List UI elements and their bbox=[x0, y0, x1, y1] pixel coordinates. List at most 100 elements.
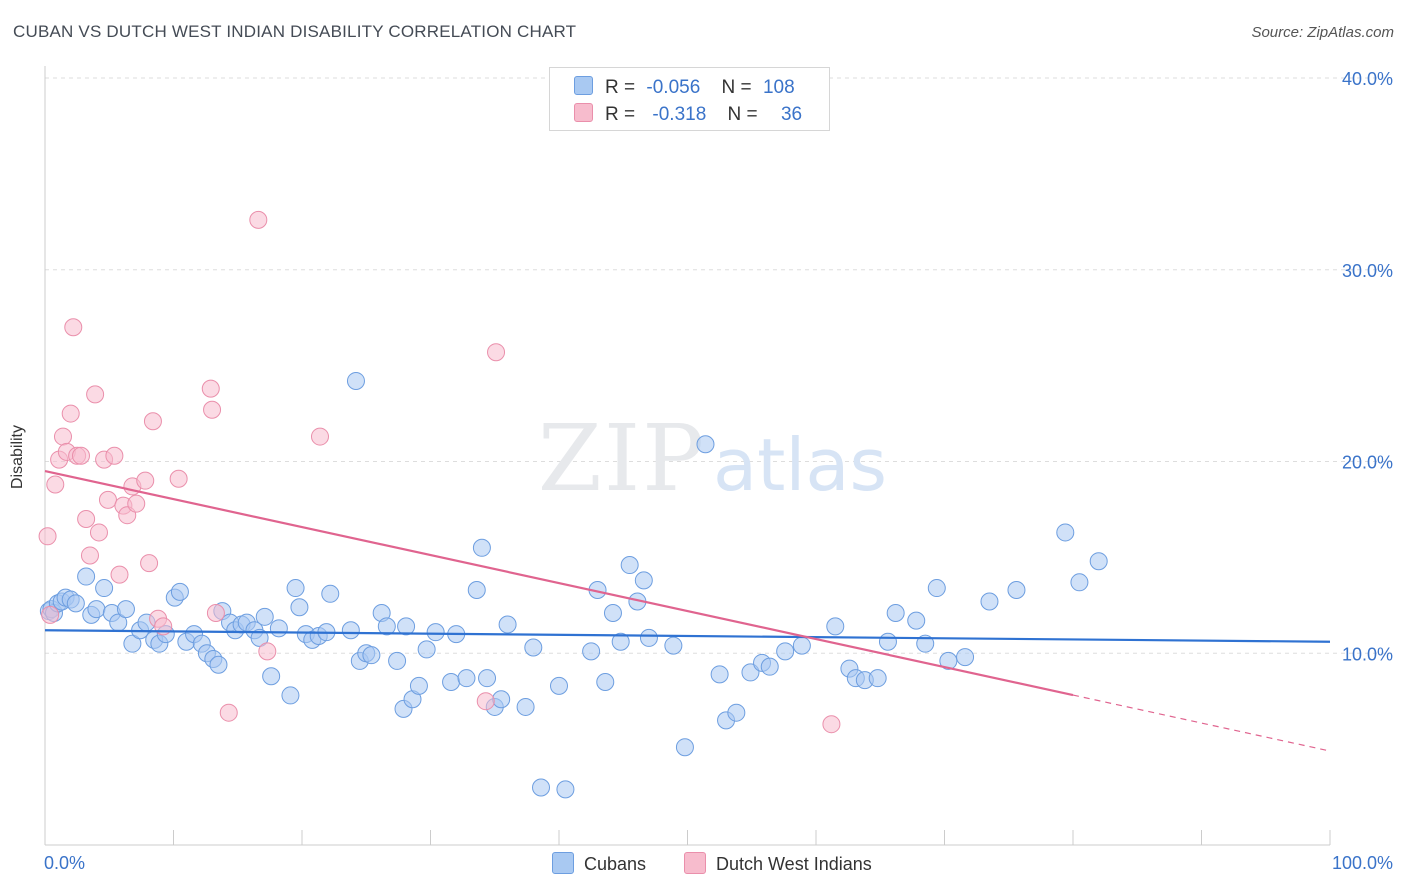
y-tick-label: 20.0% bbox=[1342, 453, 1393, 473]
legend-row-cubans: R = -0.056 N = 108 bbox=[574, 76, 795, 100]
cuban-point bbox=[760, 657, 779, 676]
x-tick-label: 100.0% bbox=[1332, 853, 1393, 873]
cuban-point bbox=[675, 738, 694, 757]
correlation-legend: R = -0.056 N = 108 R = -0.318 N = 36 bbox=[549, 67, 830, 131]
dutch-west-indian-point bbox=[80, 546, 99, 565]
cuban-point bbox=[286, 579, 305, 598]
cuban-point bbox=[426, 623, 445, 642]
dutch-west-indian-point bbox=[98, 490, 117, 509]
legend-r-value: -0.318 bbox=[652, 104, 707, 125]
legend-n-label: N = bbox=[721, 77, 752, 98]
cuban-point bbox=[346, 371, 365, 390]
dutch-west-indian-point bbox=[219, 703, 238, 722]
cuban-point bbox=[388, 651, 407, 670]
bottom-legend-cubans: Cubans bbox=[552, 852, 646, 876]
cuban-point bbox=[123, 634, 142, 653]
cuban-point bbox=[66, 594, 85, 613]
cuban-point bbox=[250, 628, 269, 647]
dutch-west-indian-point bbox=[46, 475, 65, 494]
cuban-point bbox=[77, 567, 96, 586]
cuban-point bbox=[377, 617, 396, 636]
cuban-point bbox=[409, 676, 428, 695]
cuban-point bbox=[741, 663, 760, 682]
cuban-point bbox=[664, 636, 683, 655]
cuban-point bbox=[362, 646, 381, 665]
dutch-west-indian-point bbox=[143, 412, 162, 431]
cuban-point bbox=[478, 669, 497, 688]
dutch-west-indian-point bbox=[201, 379, 220, 398]
cuban-point bbox=[550, 676, 568, 695]
cuban-point bbox=[792, 636, 811, 655]
dutch-west-indian-point bbox=[110, 565, 129, 584]
cuban-point bbox=[611, 632, 630, 651]
dutch-west-indian-point bbox=[249, 210, 268, 229]
cuban-point bbox=[826, 617, 845, 636]
cuban-point bbox=[95, 579, 114, 598]
cuban-point bbox=[467, 580, 486, 599]
trend-lines bbox=[44, 470, 1331, 752]
legend-swatch-cubans bbox=[574, 76, 593, 95]
cuban-point bbox=[696, 435, 715, 454]
cuban-point bbox=[639, 628, 658, 647]
cuban-point bbox=[556, 780, 575, 799]
cuban-point bbox=[321, 584, 340, 603]
legend-r-label: R = bbox=[605, 104, 636, 125]
dutch-west-indian-point bbox=[61, 404, 80, 423]
cuban-point bbox=[524, 638, 543, 657]
x-tick-label: 0.0% bbox=[44, 853, 85, 873]
cuban-point bbox=[582, 642, 601, 661]
cuban-point bbox=[209, 655, 228, 674]
cuban-point bbox=[1070, 573, 1089, 592]
cuban-point bbox=[596, 673, 615, 692]
cuban-point bbox=[907, 611, 926, 630]
dutch-west-indian-point bbox=[41, 605, 60, 624]
dutch-west-indian-point bbox=[169, 469, 188, 488]
cuban-point bbox=[498, 615, 517, 634]
dutch-west-indian-trend-extension bbox=[1072, 694, 1331, 752]
cuban-point bbox=[457, 669, 476, 688]
cuban-point bbox=[116, 600, 135, 619]
y-tick-label: 10.0% bbox=[1342, 644, 1393, 664]
cuban-point bbox=[341, 621, 360, 640]
cuban-point bbox=[472, 538, 491, 557]
tick-labels: 10.0% 20.0% 30.0% 40.0% 0.0% 100.0% bbox=[44, 69, 1393, 873]
cuban-point bbox=[727, 703, 746, 722]
legend-r-value: -0.056 bbox=[646, 77, 701, 98]
y-tick-label: 40.0% bbox=[1342, 69, 1393, 89]
legend-swatch-dutch-west-indians bbox=[574, 103, 593, 122]
cuban-point bbox=[620, 556, 639, 575]
watermark-zip: ZIP bbox=[538, 405, 706, 512]
cuban-point bbox=[442, 673, 461, 692]
legend-r-label: R = bbox=[605, 77, 636, 98]
dutch-west-indian-trend-line bbox=[44, 470, 1074, 697]
cuban-point bbox=[776, 642, 795, 661]
dutch-west-indian-point bbox=[64, 318, 83, 337]
cuban-point bbox=[397, 617, 416, 636]
cuban-point bbox=[1056, 523, 1075, 542]
cuban-point bbox=[886, 603, 905, 622]
cuban-point bbox=[868, 669, 887, 688]
cuban-point bbox=[492, 690, 511, 709]
bottom-legend-swatch-cubans bbox=[552, 852, 574, 874]
cuban-point bbox=[87, 600, 106, 619]
cuban-point bbox=[255, 607, 274, 626]
legend-n-label: N = bbox=[727, 104, 758, 125]
cuban-point bbox=[634, 571, 653, 590]
dutch-west-indian-point bbox=[53, 427, 72, 446]
dutch-west-indian-point bbox=[203, 400, 222, 419]
grid-lines bbox=[45, 77, 1392, 654]
cuban-point bbox=[290, 598, 309, 617]
dutch-west-indian-point bbox=[140, 554, 159, 573]
cuban-point bbox=[916, 634, 935, 653]
dutch-west-indian-point bbox=[487, 343, 506, 362]
axes bbox=[44, 66, 1331, 846]
cuban-point bbox=[281, 686, 300, 705]
dutch-west-indian-point bbox=[77, 510, 96, 529]
cuban-point bbox=[516, 697, 535, 716]
bottom-legend-dutch-west-indians: Dutch West Indians bbox=[684, 852, 872, 876]
cuban-point bbox=[980, 592, 999, 611]
dutch-west-indian-point bbox=[105, 446, 124, 465]
watermark-atlas: atlas bbox=[713, 423, 887, 507]
y-tick-label: 30.0% bbox=[1342, 261, 1393, 281]
dutch-west-indian-point bbox=[258, 642, 277, 661]
